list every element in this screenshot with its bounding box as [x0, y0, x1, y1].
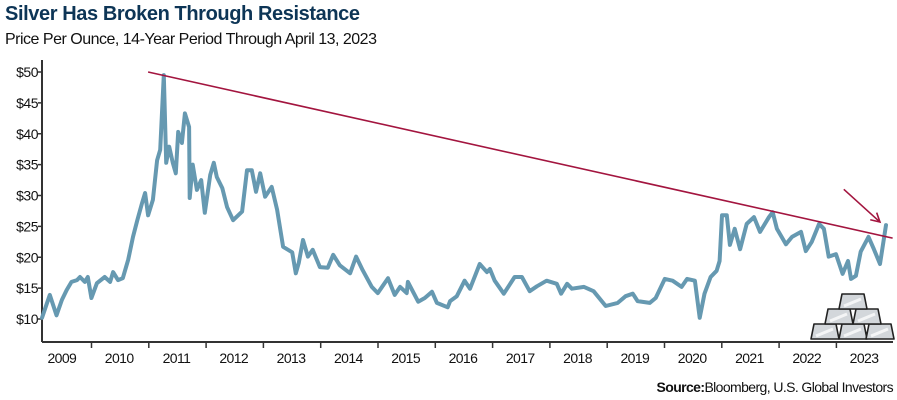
y-tick-label: $45 [16, 95, 39, 111]
y-tick-label: $10 [16, 311, 39, 327]
silver-bar-shine [843, 297, 862, 308]
silver-bars-icon [810, 293, 895, 340]
x-tick-label: 2015 [391, 350, 421, 366]
x-tick-label: 2021 [735, 350, 765, 366]
x-tick-label: 2011 [163, 350, 192, 366]
y-tick-label: $25 [16, 218, 39, 234]
x-tick-label: 2022 [792, 350, 822, 366]
y-tick-label: $35 [16, 157, 39, 173]
y-tick-label: $50 [16, 64, 39, 80]
x-tick-label: 2017 [506, 350, 536, 366]
y-tick-label: $30 [16, 188, 39, 204]
arrow-head-icon [870, 212, 882, 224]
x-tick-label: 2020 [678, 350, 708, 366]
y-tick-label: $40 [16, 126, 39, 142]
y-tick-label: $20 [16, 249, 39, 265]
source-text: Bloomberg, U.S. Global Investors [704, 379, 893, 395]
x-tick-label: 2014 [334, 350, 364, 366]
silver-bar-shine [815, 327, 834, 338]
resistance-trendline [147, 71, 893, 239]
silver-price-line [40, 73, 888, 320]
silver-bar-shine [870, 327, 889, 338]
x-tick-label: 2018 [563, 350, 593, 366]
silver-bar-shine [843, 327, 862, 338]
x-tick-label: 2023 [850, 350, 880, 366]
chart-title: Silver Has Broken Through Resistance [5, 3, 360, 25]
source-label: Source: [656, 379, 706, 395]
breakout-arrow [843, 188, 881, 223]
silver-bar-shine [829, 312, 848, 323]
source-note: Source:Bloomberg, U.S. Global Investors [657, 379, 894, 395]
x-tick-label: 2012 [219, 350, 249, 366]
x-tick-label: 2013 [277, 350, 307, 366]
x-tick-label: 2010 [105, 350, 135, 366]
x-tick-label: 2009 [47, 350, 77, 366]
silver-bar-shine [857, 312, 876, 323]
chart-subtitle: Price Per Ounce, 14-Year Period Through … [5, 31, 377, 48]
y-tick-label: $15 [16, 280, 39, 296]
x-tick-label: 2019 [620, 350, 650, 366]
x-tick-label: 2016 [449, 350, 479, 366]
